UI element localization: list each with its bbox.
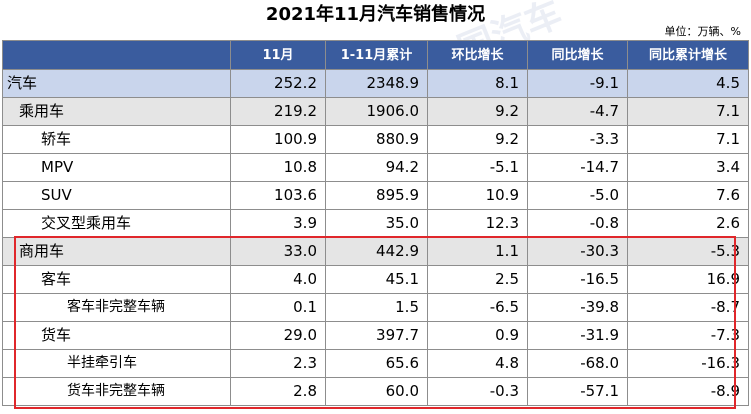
row-label: 轿车 — [2, 125, 231, 154]
table-cell: 0.1 — [230, 293, 326, 322]
page-title: 2021年11月汽车销售情况 — [265, 4, 486, 25]
table-cell: 10.8 — [230, 153, 326, 182]
row-label: 货车非完整车辆 — [2, 377, 231, 406]
table-cell: 2.5 — [427, 265, 528, 294]
table-cell: 94.2 — [325, 153, 428, 182]
table-row: 交叉型乘用车 3.9 35.0 12.3 -0.8 2.6 — [2, 209, 749, 238]
table-row: 乘用车 219.2 1906.0 9.2 -4.7 7.1 — [2, 97, 749, 126]
table-row: 货车非完整车辆 2.8 60.0 -0.3 -57.1 -8.9 — [2, 377, 749, 406]
row-label: 货车 — [2, 321, 231, 350]
table-cell: 103.6 — [230, 181, 326, 210]
table-cell: 0.9 — [427, 321, 528, 350]
column-header-yoy: 同比增长 — [527, 40, 628, 70]
table-cell: 219.2 — [230, 97, 326, 126]
table-cell: -14.7 — [527, 153, 628, 182]
table-cell: 65.6 — [325, 349, 428, 378]
table-cell: -16.3 — [627, 349, 749, 378]
column-header-cumulative: 1-11月累计 — [325, 40, 428, 70]
table-cell: -5.0 — [527, 181, 628, 210]
row-label: 乘用车 — [2, 97, 231, 126]
row-label: SUV — [2, 181, 231, 210]
table-cell: -39.8 — [527, 293, 628, 322]
table-cell: 3.4 — [627, 153, 749, 182]
table-cell: -68.0 — [527, 349, 628, 378]
table-cell: 33.0 — [230, 237, 326, 266]
table-cell: 9.2 — [427, 97, 528, 126]
table-cell: 895.9 — [325, 181, 428, 210]
table-row: 半挂牵引车 2.3 65.6 4.8 -68.0 -16.3 — [2, 349, 749, 378]
table-cell: -7.3 — [627, 321, 749, 350]
table-cell: -8.7 — [627, 293, 749, 322]
column-header-name — [2, 40, 231, 70]
table-cell: 12.3 — [427, 209, 528, 238]
table-cell: -57.1 — [527, 377, 628, 406]
table-cell: 1906.0 — [325, 97, 428, 126]
table-cell: 60.0 — [325, 377, 428, 406]
table-cell: -5.3 — [627, 237, 749, 266]
table-row: SUV 103.6 895.9 10.9 -5.0 7.6 — [2, 181, 749, 210]
table-header-row: 11月 1-11月累计 环比增长 同比增长 同比累计增长 — [2, 40, 749, 70]
row-label: 半挂牵引车 — [2, 349, 231, 378]
table-cell: 442.9 — [325, 237, 428, 266]
row-label: 客车 — [2, 265, 231, 294]
table-cell: -9.1 — [527, 69, 628, 98]
table-cell: 252.2 — [230, 69, 326, 98]
column-header-mom: 环比增长 — [427, 40, 528, 70]
table-row: 货车 29.0 397.7 0.9 -31.9 -7.3 — [2, 321, 749, 350]
table-cell: 7.1 — [627, 125, 749, 154]
table-cell: 35.0 — [325, 209, 428, 238]
table-cell: -4.7 — [527, 97, 628, 126]
table-cell: -5.1 — [427, 153, 528, 182]
table-cell: 1.1 — [427, 237, 528, 266]
table-cell: 2.8 — [230, 377, 326, 406]
table-cell: 880.9 — [325, 125, 428, 154]
table-cell: 4.0 — [230, 265, 326, 294]
table-cell: 10.9 — [427, 181, 528, 210]
table-row: MPV 10.8 94.2 -5.1 -14.7 3.4 — [2, 153, 749, 182]
row-label: 汽车 — [2, 69, 231, 98]
table-row: 客车 4.0 45.1 2.5 -16.5 16.9 — [2, 265, 749, 294]
table-cell: 2.3 — [230, 349, 326, 378]
table-row: 客车非完整车辆 0.1 1.5 -6.5 -39.8 -8.7 — [2, 293, 749, 322]
column-header-yoy-cumulative: 同比累计增长 — [627, 40, 749, 70]
table-cell: 8.1 — [427, 69, 528, 98]
table-cell: -8.9 — [627, 377, 749, 406]
table-cell: -30.3 — [527, 237, 628, 266]
table-row: 商用车 33.0 442.9 1.1 -30.3 -5.3 — [2, 237, 749, 266]
table-cell: -3.3 — [527, 125, 628, 154]
table-row: 汽车 252.2 2348.9 8.1 -9.1 4.5 — [2, 69, 749, 98]
table-cell: 45.1 — [325, 265, 428, 294]
table-cell: 3.9 — [230, 209, 326, 238]
sales-table: 11月 1-11月累计 环比增长 同比增长 同比累计增长 汽车 252.2 2348… — [2, 40, 749, 406]
table-cell: 2348.9 — [325, 69, 428, 98]
table-cell: 100.9 — [230, 125, 326, 154]
table-cell: -31.9 — [527, 321, 628, 350]
table-row: 轿车 100.9 880.9 9.2 -3.3 7.1 — [2, 125, 749, 154]
table-cell: -0.3 — [427, 377, 528, 406]
column-header-month: 11月 — [230, 40, 326, 70]
row-label: 商用车 — [2, 237, 231, 266]
row-label: 交叉型乘用车 — [2, 209, 231, 238]
table-cell: 16.9 — [627, 265, 749, 294]
table-cell: 2.6 — [627, 209, 749, 238]
table-cell: -6.5 — [427, 293, 528, 322]
row-label: 客车非完整车辆 — [2, 293, 231, 322]
table-cell: -16.5 — [527, 265, 628, 294]
table-cell: 397.7 — [325, 321, 428, 350]
table-cell: 9.2 — [427, 125, 528, 154]
table-cell: 4.5 — [627, 69, 749, 98]
table-cell: 7.1 — [627, 97, 749, 126]
table-cell: 4.8 — [427, 349, 528, 378]
row-label: MPV — [2, 153, 231, 182]
table-cell: -0.8 — [527, 209, 628, 238]
table-cell: 7.6 — [627, 181, 749, 210]
table-cell: 29.0 — [230, 321, 326, 350]
unit-label: 单位：万辆、% — [664, 25, 741, 38]
table-cell: 1.5 — [325, 293, 428, 322]
